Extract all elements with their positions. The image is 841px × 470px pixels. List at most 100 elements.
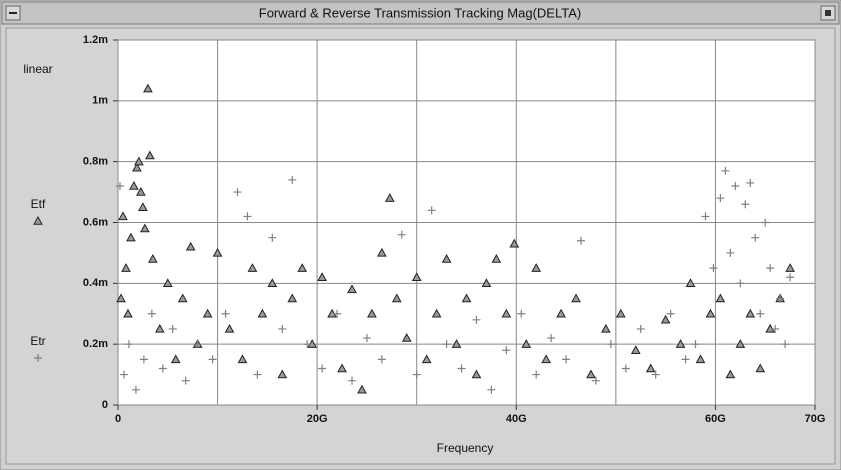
data-point	[185, 241, 196, 251]
data-point	[278, 324, 287, 333]
y-tick-label: 1.2m	[83, 34, 108, 46]
maximize-icon	[825, 10, 831, 16]
data-point	[786, 273, 795, 282]
x-tick-label: 70G	[805, 413, 826, 425]
data-point	[457, 364, 466, 373]
x-tick-label: 20G	[307, 413, 328, 425]
data-point	[501, 308, 512, 318]
data-point	[168, 324, 177, 333]
data-point	[571, 293, 581, 303]
data-point	[771, 324, 780, 333]
data-point	[347, 376, 356, 385]
data-point	[502, 346, 511, 355]
data-point	[347, 284, 357, 294]
data-point	[705, 308, 716, 318]
data-point	[532, 370, 541, 379]
data-point	[140, 223, 150, 233]
data-point	[267, 278, 278, 288]
data-point	[509, 238, 520, 248]
data-point	[303, 340, 312, 349]
data-point	[224, 323, 235, 333]
data-point	[126, 232, 136, 242]
data-point	[268, 233, 277, 242]
window-title: Forward & Reverse Transmission Tracking …	[259, 5, 581, 20]
y-tick-label: 0.8m	[83, 156, 108, 168]
data-point	[401, 333, 412, 342]
data-point	[586, 369, 596, 379]
data-point	[357, 384, 367, 394]
data-point	[715, 293, 726, 303]
data-point	[547, 334, 556, 343]
data-point	[531, 263, 542, 272]
data-point	[761, 218, 770, 227]
data-point	[377, 355, 386, 364]
data-point	[193, 340, 202, 349]
data-point	[317, 272, 327, 281]
data-point	[651, 370, 660, 379]
data-point	[134, 156, 144, 166]
data-point	[431, 308, 442, 318]
data-point	[709, 264, 718, 273]
scale-label: linear	[23, 62, 52, 76]
data-point	[756, 309, 765, 318]
data-point	[391, 293, 402, 303]
x-tick-label: 0	[115, 413, 121, 425]
title-bar	[1, 1, 840, 25]
data-point	[660, 314, 671, 324]
data-point	[337, 363, 347, 373]
data-point	[170, 354, 181, 364]
data-point	[367, 308, 377, 318]
data-point	[138, 202, 148, 211]
data-point	[121, 263, 131, 272]
data-point	[621, 364, 630, 373]
data-point	[766, 264, 775, 273]
data-point	[725, 369, 736, 379]
data-point	[411, 272, 422, 281]
y-tick-label: 0.6m	[83, 216, 108, 228]
data-point	[132, 162, 142, 172]
data-point	[746, 178, 755, 187]
legend-marker	[34, 354, 42, 362]
data-point	[630, 345, 641, 354]
data-point	[288, 175, 297, 184]
legend-label: Etf	[31, 197, 46, 211]
data-point	[716, 194, 725, 203]
data-point	[741, 200, 750, 209]
data-point	[116, 293, 126, 303]
data-point	[472, 315, 481, 324]
data-point	[471, 369, 482, 379]
data-point	[377, 247, 387, 257]
data-point	[287, 293, 298, 303]
data-point	[212, 247, 223, 257]
y-tick-label: 0.4m	[83, 277, 108, 289]
data-point	[781, 340, 790, 349]
data-point	[556, 308, 566, 318]
data-point	[237, 354, 248, 364]
x-axis-label: Frequency	[437, 441, 494, 455]
data-point	[333, 309, 342, 318]
data-point	[745, 308, 756, 318]
data-point	[148, 253, 158, 263]
data-point	[145, 150, 155, 160]
data-point	[384, 193, 395, 202]
data-point	[139, 355, 148, 364]
data-point	[257, 308, 268, 318]
data-point	[131, 385, 140, 394]
data-point	[606, 340, 615, 349]
y-tick-label: 0	[102, 399, 108, 411]
data-point	[487, 385, 496, 394]
y-tick-label: 0.2m	[83, 338, 108, 350]
data-point	[412, 370, 421, 379]
data-point	[675, 339, 686, 348]
data-point	[695, 354, 706, 364]
data-point	[136, 187, 146, 196]
data-point	[208, 355, 217, 364]
data-point	[181, 376, 190, 385]
data-point	[427, 206, 436, 215]
data-point	[162, 278, 173, 288]
data-point	[362, 334, 371, 343]
data-point	[143, 83, 153, 93]
data-point	[685, 278, 696, 288]
